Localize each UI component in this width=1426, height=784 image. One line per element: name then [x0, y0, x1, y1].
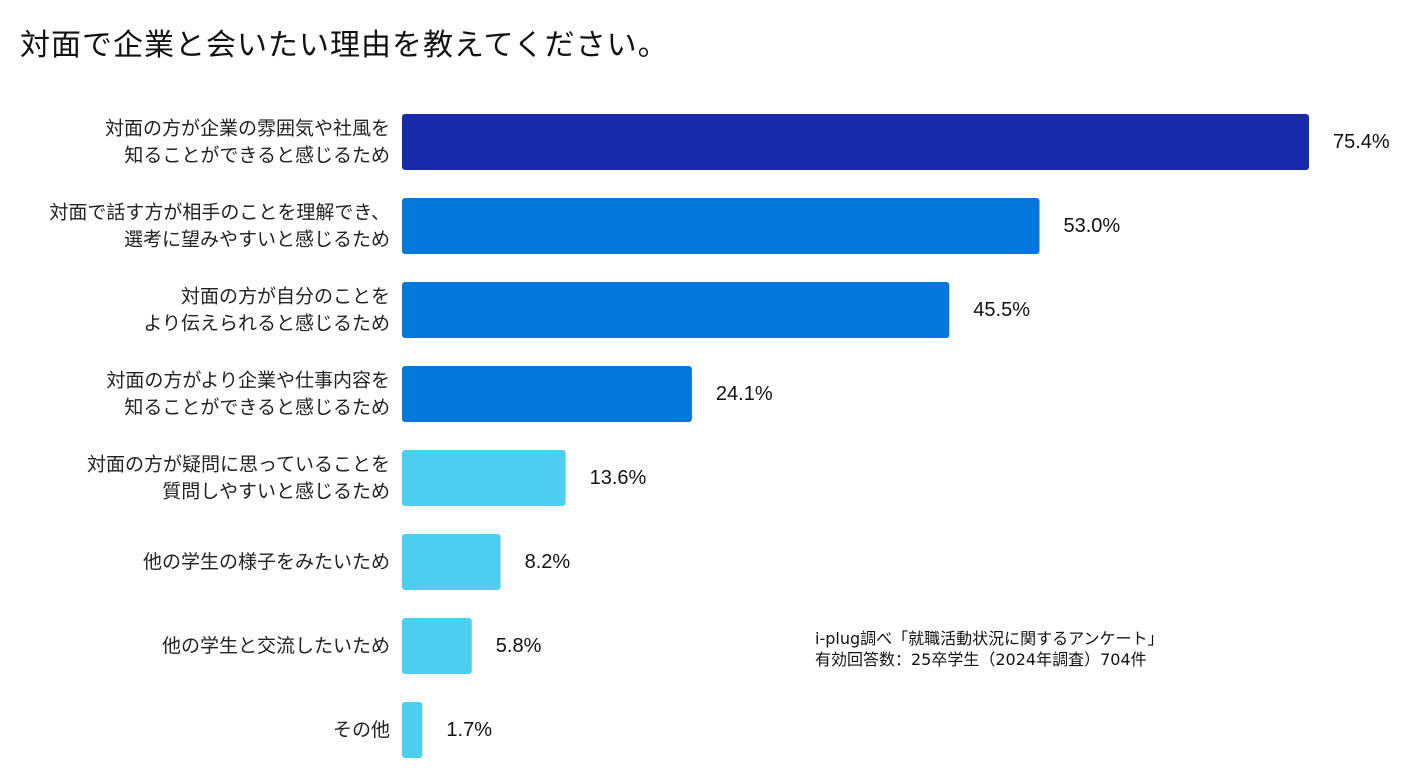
bar-7: [402, 618, 472, 674]
category-label-line: 選考に望みやすいと感じるため: [124, 229, 390, 251]
category-labels: 対面の方が企業の雰囲気や社風を知ることができると感じるため対面で話す方が相手のこ…: [49, 118, 390, 742]
category-label-line: 質問しやすいと感じるため: [162, 481, 390, 503]
chart-title: 対面で企業と会いたい理由を教えてください。: [20, 28, 669, 63]
category-label-line: より伝えられると感じるため: [143, 313, 390, 335]
bars: [402, 114, 1309, 758]
value-label-3: 45.5%: [973, 299, 1030, 321]
value-label-5: 13.6%: [590, 467, 647, 489]
value-labels: 75.4% 53.0% 45.5% 24.1% 13.6% 8.2% 5.8% 1.7%: [446, 131, 1390, 741]
category-label-line: 知ることができると感じるため: [124, 145, 390, 167]
category-label-line: 他の学生と交流したいため: [162, 635, 390, 657]
bar-4: [402, 366, 692, 422]
source-note-line-1: i-plug調べ「就職活動状況に関するアンケート」: [815, 629, 1164, 648]
category-label-8: その他: [333, 719, 390, 741]
category-label-line: その他: [333, 719, 390, 741]
bar-2: [402, 198, 1040, 254]
value-label-7: 5.8%: [496, 635, 542, 657]
value-label-6: 8.2%: [525, 551, 571, 573]
value-label-1: 75.4%: [1333, 131, 1390, 153]
bar-6: [402, 534, 501, 590]
value-label-4: 24.1%: [716, 383, 773, 405]
bar-5: [402, 450, 566, 506]
category-label-line: 対面の方が疑問に思っていることを: [87, 454, 390, 476]
category-label-2: 対面で話す方が相手のことを理解でき、選考に望みやすいと感じるため: [49, 202, 390, 251]
source-note: i-plug調べ「就職活動状況に関するアンケート」 有効回答数：25卒学生（20…: [815, 628, 1163, 670]
category-label-line: 他の学生の様子をみたいため: [143, 551, 390, 573]
bar-1: [402, 114, 1309, 170]
bar-8: [402, 702, 423, 758]
value-label-2: 53.0%: [1064, 215, 1121, 237]
category-label-line: 対面で話す方が相手のことを理解でき、: [49, 202, 390, 224]
value-label-8: 1.7%: [446, 719, 492, 741]
bar-3: [402, 282, 950, 338]
category-label-line: 知ることができると感じるため: [124, 397, 390, 419]
category-label-line: 対面の方が企業の雰囲気や社風を: [105, 118, 390, 140]
source-note-line-2: 有効回答数：25卒学生（2024年調査）704件: [815, 650, 1147, 669]
category-label-line: 対面の方が自分のことを: [181, 286, 390, 308]
category-label-7: 他の学生と交流したいため: [162, 635, 390, 657]
category-label-line: 対面の方がより企業や仕事内容を: [106, 370, 390, 392]
category-label-6: 他の学生の様子をみたいため: [143, 551, 390, 573]
